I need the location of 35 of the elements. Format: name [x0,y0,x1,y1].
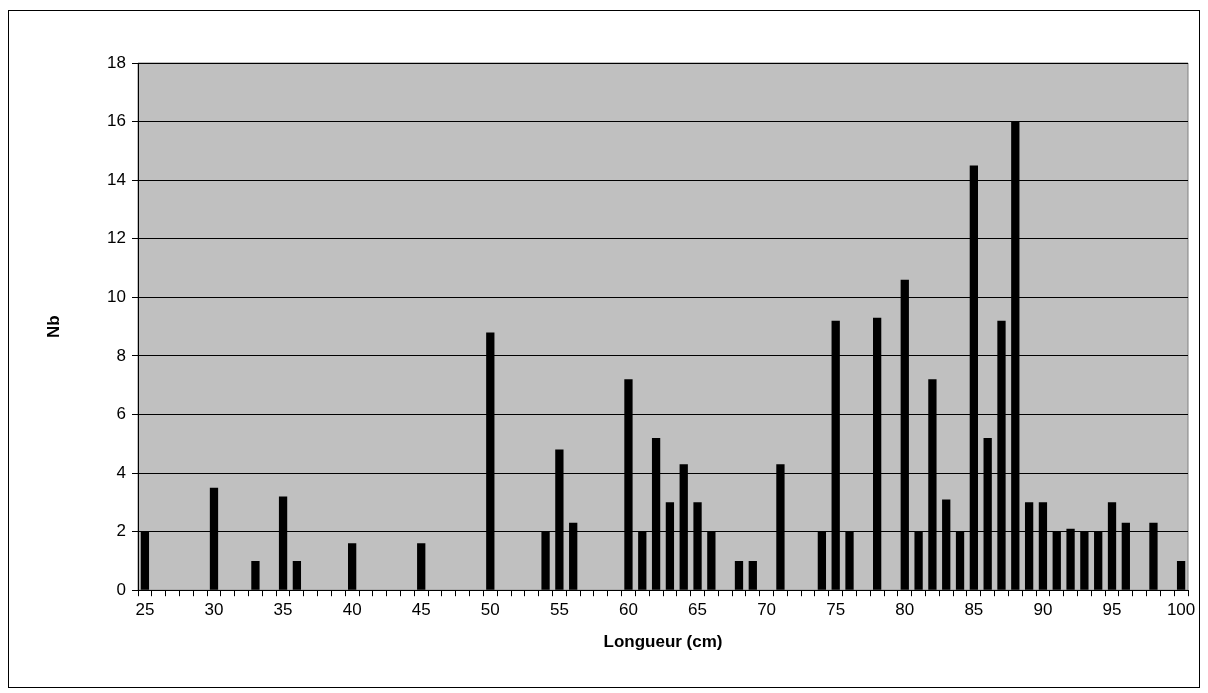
y-tick-label: 8 [116,345,126,365]
x-tick-label: 75 [826,600,846,620]
bar [1176,560,1186,590]
x-tick-label: 95 [1102,600,1122,620]
y-tick-label: 14 [107,169,126,189]
x-tick-label: 50 [480,600,500,620]
x-axis-title: Longueur (cm) [603,632,723,652]
x-tick-label: 35 [273,600,293,620]
x-tick-label: 30 [204,600,224,620]
y-tick-label: 4 [116,462,126,482]
y-tick-label: 12 [107,228,126,248]
bar [748,560,757,590]
y-tick-label: 2 [116,521,126,541]
bar [292,560,302,590]
bar [348,543,357,590]
x-tick-label: 80 [895,600,915,620]
x-tick-label: 25 [135,600,155,620]
x-tick-label: 70 [757,600,777,620]
x-tick-label: 60 [619,600,638,620]
x-tick-label: 85 [964,600,984,620]
y-tick-label: 6 [116,404,126,424]
x-tick-label: 90 [1033,600,1053,620]
x-tick-label: 100 [1166,600,1196,620]
y-tick-label: 10 [107,287,126,306]
x-tick-label: 40 [342,600,362,620]
bar [251,560,260,590]
y-tick-label: 16 [107,111,126,131]
x-tick-label: 45 [411,600,431,620]
y-tick-label: 0 [116,579,126,599]
bar [734,560,744,590]
x-tick-label: 55 [549,600,569,620]
bar [417,543,426,590]
x-tick-label: 65 [688,600,707,620]
y-axis-title: Nb [43,315,63,338]
y-tick-label: 18 [107,52,126,72]
